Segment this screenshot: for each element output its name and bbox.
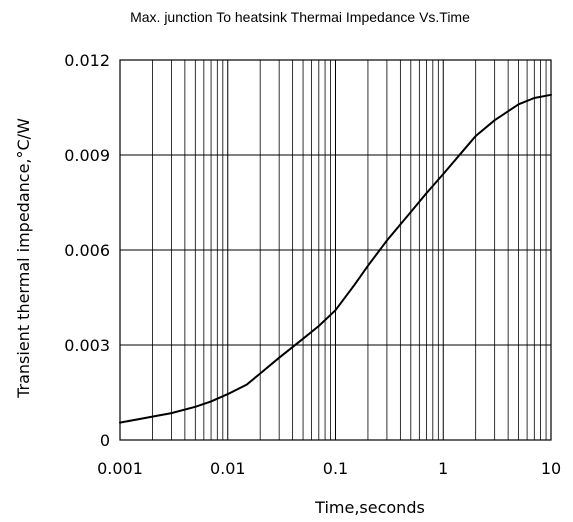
x-axis-label: Time,seconds <box>314 498 425 517</box>
x-tick-label: 0.1 <box>323 459 348 478</box>
x-tick-label: 0.001 <box>97 459 143 478</box>
y-axis-label: Transient thermal impedance,°C/W <box>14 118 33 399</box>
y-tick-label: 0.006 <box>64 241 110 260</box>
chart-title: Max. junction To heatsink Thermai Impeda… <box>130 9 470 25</box>
x-tick-label: 1 <box>438 459 448 478</box>
plot-area-frame <box>119 59 552 441</box>
y-tick-label: 0 <box>100 431 110 450</box>
y-tick-label: 0.009 <box>64 146 110 165</box>
x-tick-labels: 0.001 0.01 0.1 1 10 <box>97 459 561 478</box>
y-tick-labels: 0 0.003 0.006 0.009 0.012 <box>64 51 110 450</box>
x-tick-label: 10 <box>541 459 561 478</box>
series-line <box>119 93 552 424</box>
x-tick-label: 0.01 <box>210 459 246 478</box>
y-tick-label: 0.012 <box>64 51 110 70</box>
series-layer <box>119 93 552 424</box>
y-tick-label: 0.003 <box>64 336 110 355</box>
